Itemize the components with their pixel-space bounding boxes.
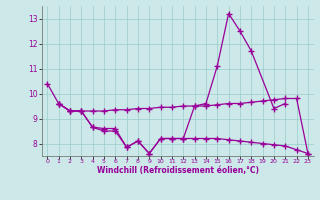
X-axis label: Windchill (Refroidissement éolien,°C): Windchill (Refroidissement éolien,°C)	[97, 166, 259, 175]
